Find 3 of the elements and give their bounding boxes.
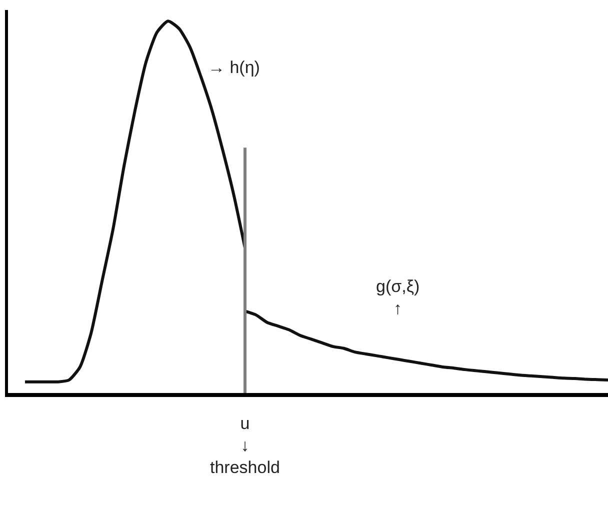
annotation: g(σ,ξ) ↑ xyxy=(376,277,420,318)
text: u ↓ threshold xyxy=(210,414,280,478)
annotation: → h(η) xyxy=(208,58,260,77)
